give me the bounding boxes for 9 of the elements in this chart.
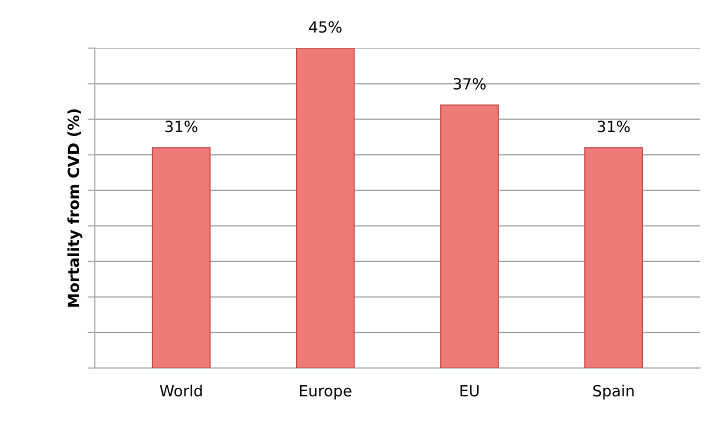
x-tick-label: World — [160, 384, 202, 397]
y-axis-title: Mortality from CVD (%) — [67, 109, 82, 307]
x-tick-label: EU — [460, 385, 479, 397]
data-label: 45% — [309, 21, 342, 33]
data-label: 37% — [454, 78, 486, 90]
x-tick-label: Europe — [300, 385, 352, 400]
data-label: 31% — [165, 120, 198, 132]
data-label: 31% — [598, 120, 630, 132]
x-tick-label: Spain — [593, 384, 634, 400]
